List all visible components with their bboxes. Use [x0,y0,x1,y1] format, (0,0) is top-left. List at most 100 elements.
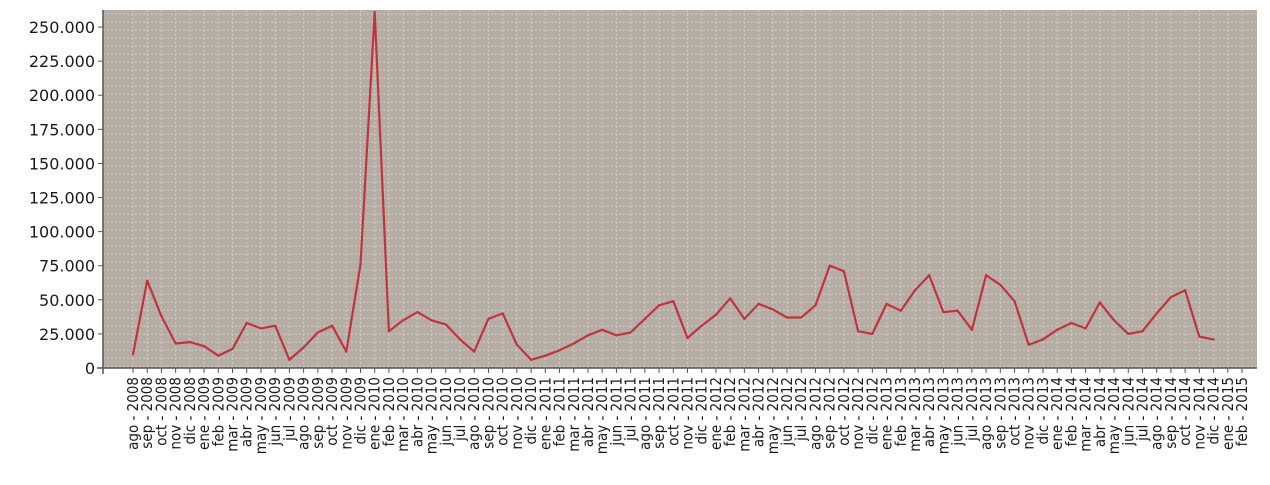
x-tick-label: mar - 2014 [1077,377,1095,452]
data-point [956,309,959,312]
data-point [146,279,149,282]
data-point [899,309,902,312]
x-tick-label: feb - 2014 [1062,377,1080,446]
data-point [174,342,177,345]
data-point [1155,312,1158,315]
x-tick-label: dic - 2008 [181,377,199,445]
data-point [999,283,1002,286]
x-tick-label: nov - 2009 [337,377,355,450]
data-point [530,358,533,361]
data-point [373,10,376,14]
data-point [885,302,888,306]
data-point [430,319,433,322]
x-tick-label: ene - 2015 [1219,377,1237,450]
data-point [487,317,490,321]
x-tick-label: oct - 2009 [323,377,341,446]
x-tick-label: may - 2013 [934,377,952,454]
data-point [288,358,291,361]
x-tick-label: ago - 2009 [295,377,313,450]
x-tick-label: ago - 2011 [636,377,654,450]
x-tick-label: jun - 2011 [607,377,625,447]
y-tick-label: 100.000 [29,223,95,242]
x-tick-label: ene - 2012 [707,377,725,450]
x-tick-label: sep - 2014 [1162,377,1180,449]
axes [97,10,1257,374]
data-point [1098,301,1101,304]
data-point [928,274,931,277]
x-tick-label: jun - 2012 [778,377,796,447]
x-tick-label: abr - 2009 [238,377,256,447]
y-tick-label: 150.000 [29,154,95,173]
x-tick-label: jun - 2010 [437,377,455,447]
x-tick-label: jul - 2013 [963,377,981,442]
data-point [558,349,561,352]
x-tick-label: feb - 2015 [1233,377,1251,446]
x-tick-label: mar - 2009 [224,377,242,452]
y-tick-label: 200.000 [29,86,95,105]
data-point [359,263,362,266]
data-point [657,304,661,307]
y-tick-label: 125.000 [29,189,95,208]
data-point [757,302,760,306]
data-point [729,297,732,300]
data-point [601,328,604,331]
plot-background [103,10,1257,368]
data-point [615,334,618,337]
data-point [245,321,248,325]
data-point [700,324,703,327]
x-tick-label: oct - 2011 [664,377,682,446]
y-tick-label: 225.000 [29,52,95,71]
data-point [259,327,263,330]
y-tick-label: 50.000 [39,291,95,310]
x-tick-label: dic - 2011 [693,377,711,445]
data-point [1212,338,1215,341]
data-point [871,332,874,336]
data-point [1127,332,1130,336]
x-tick-label: jul - 2014 [1133,377,1151,442]
data-point [1084,327,1087,330]
x-tick-label: ene - 2013 [878,377,896,450]
x-tick-label: nov - 2010 [508,377,526,450]
x-tick-label: mar - 2010 [394,377,412,452]
data-point [814,304,817,307]
x-tick-label: oct - 2012 [835,377,853,446]
x-tick-label: mar - 2011 [565,377,583,452]
data-point [416,310,419,314]
x-tick-label: nov - 2011 [679,377,697,450]
y-axis-tick-labels: 0 25.000 50.000 75.000 100.000 125.000 150.000… [29,18,103,378]
x-tick-label: jul - 2012 [792,377,810,442]
x-tick-label: sep - 2009 [309,377,327,449]
x-tick-label: abr - 2013 [920,377,938,447]
x-tick-label: dic - 2013 [1034,377,1052,445]
x-tick-label: oct - 2013 [1006,377,1024,446]
x-tick-label: sep - 2011 [650,377,668,449]
data-point [316,331,319,334]
data-point [1169,295,1173,299]
x-tick-label: oct - 2014 [1176,377,1194,446]
data-point [1070,321,1073,325]
data-point [387,330,391,333]
data-point [984,274,988,277]
data-point [842,270,845,273]
x-tick-label: oct - 2008 [152,377,170,446]
data-point [1056,328,1059,331]
data-point [686,336,689,340]
x-tick-label: ago - 2010 [465,377,483,450]
plot-area [103,10,1257,368]
x-tick-label: sep - 2010 [479,377,497,449]
y-tick-label: 75.000 [39,257,95,276]
x-tick-label: ene - 2010 [366,377,384,450]
x-tick-label: feb - 2012 [721,377,739,446]
data-point [785,316,789,319]
x-tick-label: nov - 2013 [1020,377,1038,450]
data-point [828,264,831,267]
x-tick-label: jul - 2010 [451,377,469,442]
x-tick-label: abr - 2012 [750,377,768,447]
y-tick-label: 175.000 [29,120,95,139]
x-tick-label: nov - 2012 [849,377,867,450]
y-tick-label: 250.000 [29,18,95,37]
data-point [1198,335,1201,338]
x-tick-label: dic - 2009 [351,377,369,445]
data-point [345,350,348,353]
